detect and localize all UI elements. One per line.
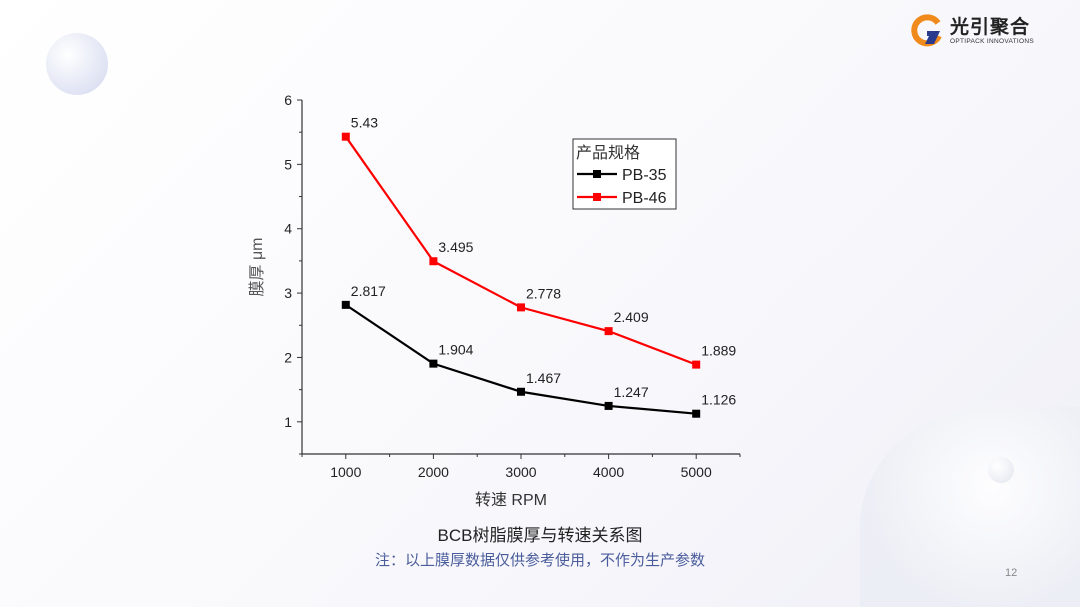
- data-label: 1.126: [701, 392, 736, 408]
- data-label: 1.247: [614, 384, 649, 400]
- data-point: [692, 360, 701, 369]
- x-tick-label: 5000: [681, 464, 712, 480]
- data-label: 1.467: [526, 370, 561, 386]
- data-point: [429, 257, 438, 266]
- y-axis-label: 膜厚 μm: [248, 238, 266, 297]
- logo-g-icon: [911, 14, 942, 47]
- y-tick-label: 3: [284, 285, 292, 301]
- x-tick-label: 2000: [418, 464, 449, 480]
- y-tick-label: 5: [284, 156, 292, 172]
- chart-title: BCB树脂膜厚与转速关系图: [437, 526, 643, 545]
- company-logo: 光引聚合 OPTIPACK INNOVATIONS: [910, 14, 1034, 48]
- x-tick-label: 3000: [505, 464, 536, 480]
- disclaimer-note: 注：以上膜厚数据仅供参考使用，不作为生产参数: [374, 552, 705, 569]
- x-axis-label: 转速 RPM: [475, 491, 547, 509]
- legend-marker: [593, 170, 601, 178]
- data-label: 2.409: [614, 309, 649, 325]
- y-tick-label: 1: [284, 414, 292, 430]
- data-point: [341, 132, 350, 141]
- data-point: [429, 359, 438, 368]
- data-point: [604, 327, 613, 336]
- data-point: [517, 303, 525, 312]
- legend-label: PB-46: [622, 190, 667, 207]
- data-point: [692, 409, 701, 418]
- y-tick-label: 2: [284, 349, 292, 365]
- x-tick-label: 4000: [593, 464, 624, 480]
- data-label: 3.495: [438, 239, 473, 255]
- y-tick-label: 4: [284, 221, 292, 237]
- page-number: 12: [1005, 567, 1018, 579]
- data-label: 2.778: [526, 285, 561, 301]
- decorative-bubble: [46, 33, 108, 95]
- data-label: 2.817: [351, 283, 386, 299]
- decorative-bubble: [988, 457, 1014, 483]
- data-point: [341, 300, 350, 309]
- logo-text-en: OPTIPACK INNOVATIONS: [950, 37, 1035, 45]
- legend-title: 产品规格: [576, 144, 640, 162]
- data-point: [604, 401, 613, 410]
- data-label: 5.43: [351, 115, 378, 131]
- legend-marker: [593, 193, 601, 201]
- legend-label: PB-35: [622, 167, 667, 184]
- x-tick-label: 1000: [330, 464, 361, 480]
- data-label: 1.889: [701, 343, 736, 359]
- y-tick-label: 6: [284, 92, 292, 108]
- data-label: 1.904: [438, 342, 473, 358]
- data-point: [517, 387, 525, 396]
- logo-text-cn: 光引聚合: [950, 16, 1031, 38]
